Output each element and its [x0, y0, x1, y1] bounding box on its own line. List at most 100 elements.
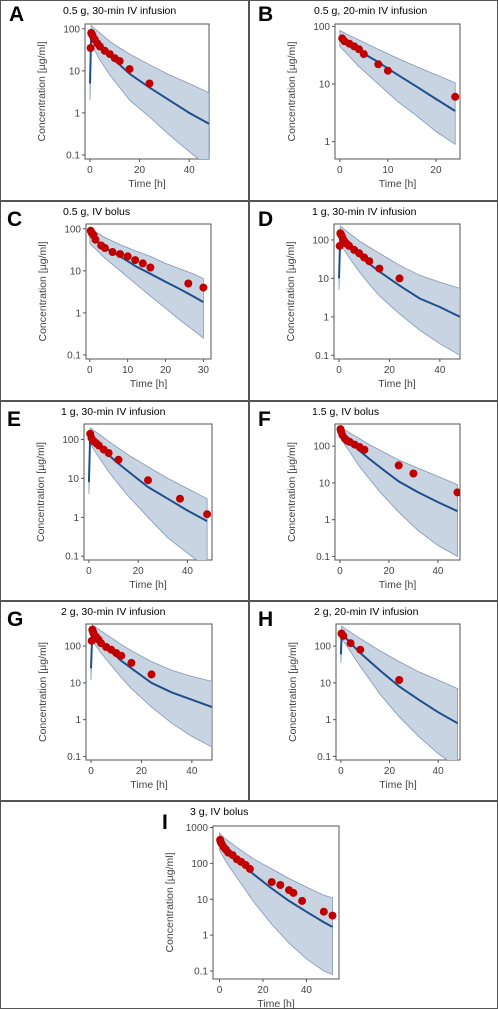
panel-a: A 0.5 g, 30-min IV infusion 0.1 1 10 100 0 20 40… — [0, 0, 249, 201]
y-tick-label: 100 — [313, 442, 330, 453]
observed-point — [199, 283, 208, 292]
panel-d-svg: D 1 g, 30-min IV infusion 0.1 1 10 100 0 20 40 Ti… — [258, 206, 461, 390]
x-axis-label: Time [h] — [378, 378, 416, 390]
x-tick-label: 10 — [382, 165, 394, 176]
x-tick-label: 0 — [217, 985, 223, 996]
observed-point — [375, 264, 384, 273]
observed-point — [245, 864, 254, 873]
y-tick-label: 100 — [63, 24, 80, 35]
y-tick-label: 1 — [324, 137, 330, 148]
y-axis-label: Concentration [µg/ml] — [286, 41, 298, 141]
x-tick-label: 40 — [184, 165, 196, 176]
y-tick-label: 10 — [319, 478, 331, 489]
x-tick-label: 40 — [434, 365, 446, 376]
observed-point — [117, 651, 126, 660]
y-axis-label: Concentration [µg/ml] — [286, 442, 298, 542]
x-axis-label: Time [h] — [379, 178, 417, 190]
x-tick-label: 20 — [133, 566, 145, 577]
y-tick-label: 10 — [320, 678, 332, 689]
x-tick-label: 20 — [134, 165, 146, 176]
x-tick-label: 30 — [198, 365, 210, 376]
x-tick-label: 20 — [257, 985, 269, 996]
x-tick-label: 40 — [432, 566, 444, 577]
observed-point — [451, 92, 460, 101]
observed-point — [138, 259, 147, 268]
observed-point — [131, 256, 140, 265]
observed-point — [125, 65, 134, 74]
x-tick-label: 0 — [86, 566, 92, 577]
observed-point — [383, 66, 392, 75]
observed-point — [184, 279, 193, 288]
prediction-band — [339, 29, 456, 146]
panel-title: 1 g, 30-min IV infusion — [312, 206, 417, 218]
observed-point — [359, 50, 368, 59]
x-tick-label: 10 — [122, 365, 134, 376]
panel-g: G 2 g, 30-min IV infusion 0.1 1 10 100 0 20 40 Ti… — [0, 601, 249, 801]
x-tick-label: 0 — [336, 365, 342, 376]
plot-area — [86, 427, 212, 560]
panel-title: 2 g, 30-min IV infusion — [61, 606, 166, 618]
panel-d: D 1 g, 30-min IV infusion 0.1 1 10 100 0 20 40 Ti… — [249, 201, 498, 401]
y-axis-label: Concentration [µg/ml] — [36, 41, 48, 141]
panel-i: I 3 g, IV bolus 0.1 1 10 100 1000 0 20 40 Time [h]… — [0, 801, 498, 1010]
observed-point — [116, 250, 125, 259]
x-tick-label: 20 — [384, 365, 396, 376]
panel-g-svg: G 2 g, 30-min IV infusion 0.1 1 10 100 0 20 40 Ti… — [7, 606, 213, 791]
x-tick-label: 20 — [384, 766, 396, 777]
x-tick-label: 40 — [182, 566, 194, 577]
y-tick-label: 1 — [73, 513, 79, 524]
y-tick-label: 0.1 — [65, 552, 79, 563]
y-tick-label: 1 — [325, 715, 331, 726]
panel-f-svg: F 1.5 g, IV bolus 0.1 1 10 100 0 20 40 Time [h] Co… — [258, 406, 461, 591]
y-axis-label: Concentration [µg/ml] — [35, 442, 47, 542]
y-axis-label: Concentration [µg/ml] — [287, 642, 299, 742]
x-tick-label: 20 — [383, 566, 395, 577]
panel-b: B 0.5 g, 20-min IV infusion 1 10 100 0 10 20 Tim… — [249, 0, 498, 201]
observed-point — [453, 488, 460, 497]
panel-b-svg: B 0.5 g, 20-min IV infusion 1 10 100 0 10 20 Tim… — [258, 3, 461, 190]
observed-point — [115, 57, 124, 66]
panel-letter: A — [9, 3, 24, 26]
plot-area — [86, 226, 208, 340]
panel-c: C 0.5 g, IV bolus 0.1 1 10 100 0 10 20 30 Time [h]… — [0, 201, 249, 401]
observed-point — [123, 252, 132, 261]
x-tick-label: 0 — [87, 365, 93, 376]
y-tick-label: 1 — [75, 715, 81, 726]
observed-point — [339, 631, 348, 640]
y-tick-label: 1 — [323, 312, 329, 323]
x-tick-label: 40 — [301, 985, 313, 996]
x-tick-label: 0 — [337, 566, 343, 577]
y-tick-label: 1 — [202, 931, 208, 942]
y-tick-label: 100 — [191, 859, 208, 870]
plot-area — [216, 831, 337, 976]
panel-f: F 1.5 g, IV bolus 0.1 1 10 100 0 20 40 Time [h] Co… — [249, 401, 498, 601]
observed-point — [145, 79, 154, 88]
y-tick-label: 10 — [197, 895, 209, 906]
panel-title: 3 g, IV bolus — [190, 806, 248, 818]
y-tick-label: 0.1 — [316, 552, 330, 563]
y-tick-label: 100 — [314, 642, 331, 653]
panel-title: 2 g, 20-min IV infusion — [314, 606, 419, 618]
y-tick-label: 0.1 — [194, 967, 208, 978]
y-tick-label: 10 — [69, 66, 81, 77]
plot-area — [338, 29, 460, 146]
y-tick-label: 100 — [62, 435, 79, 446]
y-tick-label: 1 — [75, 308, 81, 319]
panel-letter: H — [258, 608, 273, 631]
observed-point — [100, 244, 109, 252]
x-axis-label: Time [h] — [129, 579, 167, 591]
observed-point — [203, 510, 212, 519]
y-tick-label: 100 — [313, 22, 330, 33]
y-tick-label: 10 — [318, 274, 330, 285]
y-tick-label: 0.1 — [66, 150, 80, 161]
y-tick-label: 10 — [70, 678, 82, 689]
y-tick-label: 0.1 — [67, 752, 81, 763]
panel-h-svg: H 2 g, 20-min IV infusion 0.1 1 10 100 0 20 40 Ti… — [258, 606, 461, 791]
observed-point — [108, 248, 117, 256]
y-tick-label: 10 — [68, 474, 80, 485]
x-tick-label: 40 — [433, 766, 445, 777]
x-tick-label: 0 — [87, 165, 93, 176]
observed-point — [176, 494, 184, 503]
panel-title: 0.5 g, IV bolus — [63, 206, 130, 218]
